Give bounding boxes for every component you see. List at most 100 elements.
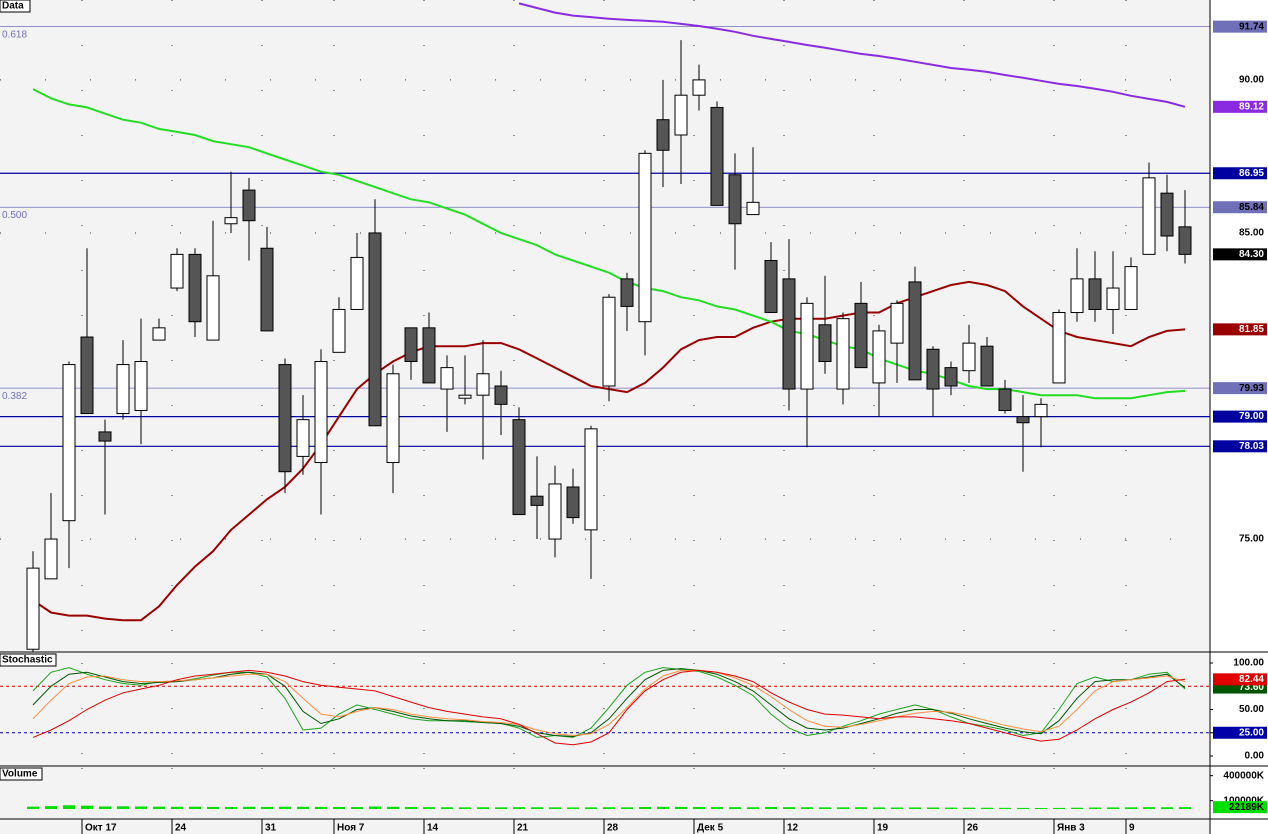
- series-end-label: 89.12: [1239, 101, 1264, 112]
- fib-label: 0.382: [2, 391, 27, 402]
- candle-body: [944, 367, 958, 387]
- candle-body: [350, 256, 364, 310]
- volume-bar: [1071, 807, 1083, 809]
- volume-bar: [1125, 807, 1137, 809]
- candle-body: [1106, 287, 1120, 310]
- candle-body: [980, 345, 994, 387]
- x-tick-label: 14: [427, 823, 439, 834]
- candle-body: [854, 302, 868, 369]
- stochastic-line: [32, 669, 1186, 737]
- volume-bar: [783, 807, 795, 809]
- last-price-label-box: [1213, 248, 1267, 261]
- candle-body: [782, 278, 796, 390]
- candle-body: [26, 567, 40, 650]
- volume-bar: [585, 807, 597, 809]
- candle-body: [440, 367, 454, 390]
- panel-title-box: [0, 0, 31, 13]
- volume-end-label: 22189K: [1229, 802, 1265, 813]
- x-tick-label: Окт 17: [85, 823, 117, 834]
- y-tick-label: 0.00: [1245, 751, 1265, 762]
- y-tick-label: 25.00: [1239, 727, 1264, 738]
- volume-bar: [873, 807, 885, 809]
- volume-bar: [441, 807, 453, 809]
- volume-bar: [531, 807, 543, 809]
- candle-body: [332, 308, 346, 353]
- series-end-label-box: [1213, 323, 1267, 336]
- x-tick-label: 19: [877, 823, 889, 834]
- x-tick-label: 24: [175, 823, 187, 834]
- volume-bar: [801, 807, 813, 809]
- volume-bar: [477, 807, 489, 809]
- candle-body: [224, 217, 238, 225]
- volume-bar: [1161, 807, 1173, 809]
- volume-bar: [405, 807, 417, 809]
- moving-average: [32, 88, 1186, 400]
- panel-title-box: [0, 767, 43, 781]
- volume-bar: [99, 806, 111, 809]
- volume-bar: [513, 807, 525, 809]
- volume-bar: [63, 805, 75, 809]
- candle-body: [494, 385, 508, 405]
- volume-bar: [1089, 807, 1101, 809]
- volume-bar: [711, 807, 723, 809]
- candle-body: [746, 201, 760, 216]
- fib-label: 0.500: [2, 210, 27, 221]
- level-label: 86.95: [1239, 168, 1264, 179]
- candle-body: [818, 324, 832, 363]
- volume-bar: [675, 806, 687, 809]
- panel-title: Data: [2, 1, 24, 12]
- level-label-box: [1213, 410, 1267, 423]
- candle-body: [170, 253, 184, 289]
- volume-bar: [963, 807, 975, 809]
- candle-body: [476, 373, 490, 396]
- volume-bar: [297, 806, 309, 809]
- candle-body: [278, 364, 292, 473]
- volume-bar: [657, 806, 669, 809]
- y-tick-label: 100000K: [1223, 795, 1264, 806]
- volume-bar: [549, 807, 561, 809]
- level-label: 91.74: [1239, 21, 1264, 32]
- candle-body: [620, 278, 634, 307]
- series-end-label: 82.44: [1239, 674, 1264, 685]
- volume-bar: [279, 806, 291, 809]
- candle-body: [1160, 192, 1174, 237]
- volume-bar: [999, 807, 1011, 809]
- volume-bar: [387, 806, 399, 809]
- candle-body: [386, 373, 400, 464]
- candle-body: [1070, 278, 1084, 314]
- candle-body: [368, 232, 382, 427]
- candle-body: [764, 259, 778, 314]
- y-tick-label: 90.00: [1239, 75, 1264, 86]
- volume-bar: [117, 806, 129, 809]
- x-tick-label: Дек 5: [697, 823, 724, 834]
- volume-bar: [891, 807, 903, 809]
- volume-bar: [1179, 807, 1191, 809]
- x-tick-label: Ноя 7: [337, 823, 365, 834]
- candle-body: [530, 495, 544, 506]
- y-tick-label: 75.00: [1239, 534, 1264, 545]
- level-label: 85.84: [1239, 202, 1264, 213]
- candle-body: [512, 419, 526, 516]
- volume-bar: [459, 807, 471, 809]
- level-label-box: [1213, 201, 1267, 214]
- x-tick-label: 12: [787, 823, 799, 834]
- volume-bar: [135, 806, 147, 809]
- candle-body: [674, 94, 688, 136]
- volume-end-label-box: [1213, 801, 1267, 814]
- candle-body: [638, 152, 652, 323]
- volume-bar: [189, 806, 201, 809]
- candle-body: [692, 79, 706, 96]
- candle-body: [116, 364, 130, 415]
- panel-title-box: [0, 653, 57, 667]
- grid-layer: [0, 0, 1210, 809]
- volume-bar: [909, 807, 921, 809]
- candle-body: [1178, 226, 1192, 255]
- y-tick-label: 100.00: [1233, 658, 1264, 669]
- candle-body: [62, 364, 76, 522]
- volume-bar: [423, 807, 435, 809]
- volume-bar: [225, 807, 237, 809]
- candle-body: [1034, 403, 1048, 418]
- x-tick-label: 9: [1129, 823, 1135, 834]
- volume-bar: [729, 807, 741, 809]
- stochastic-line: [32, 669, 1186, 746]
